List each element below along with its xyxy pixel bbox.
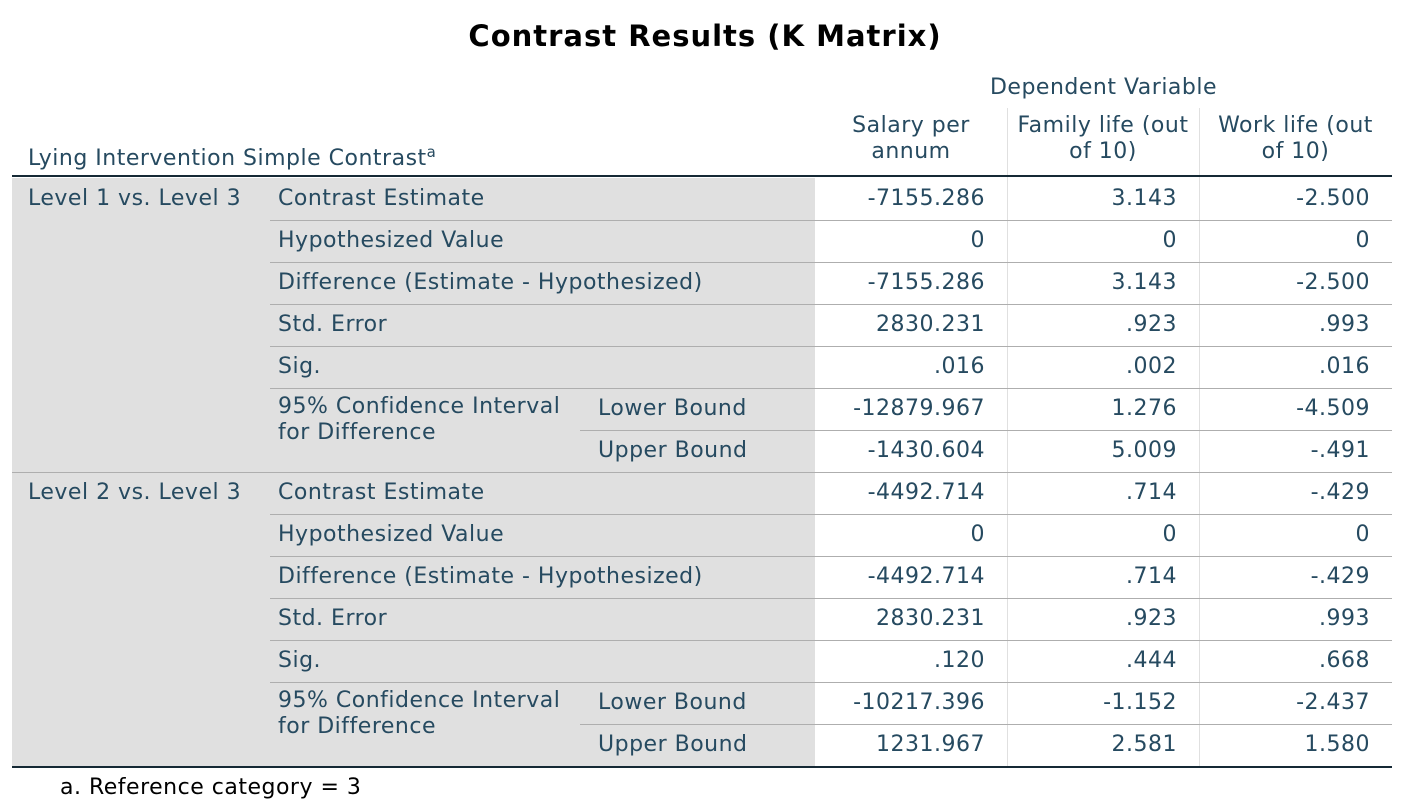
cell-value: -1430.604	[867, 438, 985, 463]
row-label: Hypothesized Value	[278, 228, 505, 253]
cell-value: 5.009	[1111, 438, 1177, 463]
cell-value: .668	[1319, 648, 1370, 673]
row-rule	[270, 346, 1392, 347]
row-label: Sig.	[278, 648, 322, 673]
row-rule	[270, 598, 1392, 599]
cell-value: 1.276	[1111, 396, 1177, 421]
row-label: Std. Error	[278, 606, 388, 631]
row-label: Contrast Estimate	[278, 186, 485, 211]
row-label: Difference (Estimate - Hypothesized)	[278, 564, 703, 589]
row-label: Hypothesized Value	[278, 522, 505, 547]
cell-value: 1.580	[1304, 732, 1370, 757]
cell-value: -4492.714	[867, 564, 985, 589]
header-rule	[12, 175, 1392, 177]
cell-value: .016	[934, 354, 985, 379]
row-rule	[270, 262, 1392, 263]
bound-label: Upper Bound	[598, 732, 748, 757]
cell-value: -.429	[1310, 480, 1370, 505]
cell-value: -.491	[1310, 438, 1370, 463]
row-header: Lying Intervention Simple Contrasta	[28, 143, 437, 172]
row-rule	[270, 514, 1392, 515]
cell-value: .923	[1126, 312, 1177, 337]
cell-value: .444	[1126, 648, 1177, 673]
footnote-marker: a	[426, 143, 437, 161]
column-header: Salary per annum	[852, 113, 970, 164]
bound-label: Upper Bound	[598, 438, 748, 463]
row-rule	[580, 724, 1392, 725]
bound-label: Lower Bound	[598, 690, 747, 715]
row-rule	[270, 220, 1392, 221]
cell-value: -1.152	[1103, 690, 1177, 715]
row-rule	[270, 556, 1392, 557]
cell-value: 2830.231	[876, 606, 985, 631]
interval-label: 95% Confidence Interval for Difference	[278, 688, 561, 739]
cell-value: .714	[1126, 480, 1177, 505]
cell-value: 0	[1162, 522, 1177, 547]
cell-value: 0	[970, 522, 985, 547]
cell-value: .993	[1319, 312, 1370, 337]
column-separator	[1199, 108, 1200, 766]
cell-value: -2.500	[1296, 186, 1370, 211]
cell-value: -4492.714	[867, 480, 985, 505]
row-label: Std. Error	[278, 312, 388, 337]
cell-value: 0	[1162, 228, 1177, 253]
interval-label: 95% Confidence Interval for Difference	[278, 394, 561, 445]
footnote: a. Reference category = 3	[60, 775, 362, 800]
cell-value: 3.143	[1111, 186, 1177, 211]
cell-value: .002	[1126, 354, 1177, 379]
cell-value: 0	[1355, 228, 1370, 253]
row-rule	[12, 472, 1392, 473]
row-label: Contrast Estimate	[278, 480, 485, 505]
cell-value: .016	[1319, 354, 1370, 379]
row-rule	[270, 304, 1392, 305]
dependent-variable-header: Dependent Variable	[989, 75, 1218, 100]
cell-value: 0	[970, 228, 985, 253]
cell-value: .923	[1126, 606, 1177, 631]
row-header-text: Lying Intervention Simple Contrast	[28, 146, 427, 171]
row-label: Difference (Estimate - Hypothesized)	[278, 270, 703, 295]
bound-label: Lower Bound	[598, 396, 747, 421]
row-rule	[270, 388, 1392, 389]
cell-value: 3.143	[1111, 270, 1177, 295]
group-label: Level 2 vs. Level 3	[28, 480, 242, 505]
row-rule	[270, 682, 1392, 683]
row-rule	[270, 640, 1392, 641]
column-separator	[1007, 108, 1008, 766]
bottom-rule	[12, 766, 1392, 768]
column-header: Work life (out of 10)	[1218, 113, 1373, 164]
cell-value: -4.509	[1296, 396, 1370, 421]
cell-value: 1231.967	[876, 732, 985, 757]
cell-value: -12879.967	[853, 396, 985, 421]
group-label: Level 1 vs. Level 3	[28, 186, 242, 211]
cell-value: 0	[1355, 522, 1370, 547]
column-header: Family life (out of 10)	[1017, 113, 1189, 164]
row-label: Sig.	[278, 354, 322, 379]
cell-value: -10217.396	[853, 690, 985, 715]
cell-value: -.429	[1310, 564, 1370, 589]
cell-value: .120	[934, 648, 985, 673]
cell-value: -2.437	[1296, 690, 1370, 715]
cell-value: -7155.286	[867, 186, 985, 211]
cell-value: .714	[1126, 564, 1177, 589]
cell-value: -7155.286	[867, 270, 985, 295]
cell-value: -2.500	[1296, 270, 1370, 295]
cell-value: 2830.231	[876, 312, 985, 337]
table-title: Contrast Results (K Matrix)	[468, 19, 942, 53]
cell-value: 2.581	[1111, 732, 1177, 757]
row-rule	[580, 430, 1392, 431]
cell-value: .993	[1319, 606, 1370, 631]
